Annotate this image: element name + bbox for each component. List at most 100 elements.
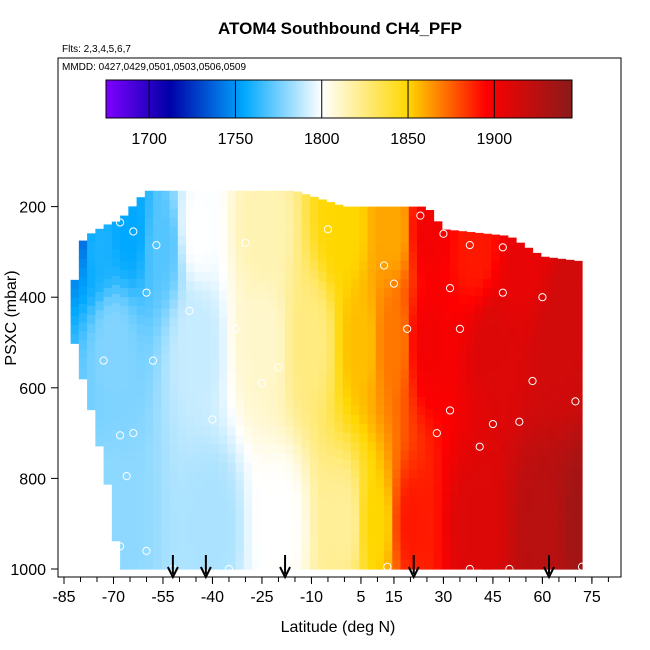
- heatmap-cell: [219, 217, 228, 228]
- heatmap-cell: [309, 305, 319, 316]
- heatmap-cell: [384, 242, 393, 253]
- heatmap-cell: [260, 553, 270, 563]
- heatmap-cell: [301, 493, 311, 503]
- heatmap-cell: [516, 315, 525, 325]
- heatmap-cell: [103, 478, 113, 485]
- heatmap-cell: [466, 521, 476, 532]
- heatmap-cell: [202, 199, 212, 210]
- heatmap-cell: [507, 554, 517, 565]
- heatmap-cell: [557, 258, 567, 269]
- heatmap-cell: [326, 519, 336, 529]
- heatmap-cell: [103, 287, 113, 298]
- heatmap-cell: [326, 555, 336, 566]
- heatmap-cell: [243, 299, 253, 310]
- heatmap-cell: [334, 440, 344, 450]
- heatmap-cell: [466, 241, 476, 251]
- heatmap-cell: [342, 514, 352, 525]
- heatmap-cell: [293, 291, 303, 301]
- heatmap-cell: [499, 434, 509, 445]
- heatmap-cell: [194, 335, 204, 346]
- heatmap-cell: [524, 347, 534, 358]
- heatmap-cell: [177, 290, 187, 301]
- heatmap-cell: [400, 360, 410, 371]
- heatmap-cell: [227, 525, 237, 536]
- heatmap-cell: [153, 516, 162, 527]
- heatmap-cell: [540, 519, 550, 530]
- heatmap-cell: [243, 507, 253, 518]
- heatmap-cell: [549, 529, 558, 540]
- heatmap-cell: [111, 384, 121, 395]
- heatmap-cell: [293, 427, 303, 437]
- heatmap-cell: [516, 478, 525, 488]
- heatmap-cell: [227, 553, 237, 563]
- heatmap-cell: [103, 242, 113, 253]
- heatmap-cell: [177, 362, 187, 373]
- heatmap-cell: [491, 497, 501, 507]
- heatmap-cell: [375, 306, 385, 316]
- heatmap-cell: [441, 338, 451, 348]
- heatmap-cell: [557, 440, 567, 450]
- heatmap-cell: [549, 384, 558, 395]
- heatmap-cell: [120, 550, 129, 561]
- heatmap-cell: [153, 390, 162, 400]
- heatmap-cell: [392, 451, 402, 461]
- heatmap-cell: [565, 549, 575, 560]
- heatmap-cell: [276, 516, 286, 527]
- heatmap-cell: [136, 487, 146, 497]
- heatmap-cell: [136, 305, 146, 316]
- heatmap-cell: [507, 273, 517, 284]
- heatmap-cell: [309, 532, 319, 542]
- heatmap-cell: [400, 351, 410, 362]
- heatmap-cell: [186, 489, 195, 500]
- heatmap-cell: [540, 365, 550, 376]
- heatmap-cell: [293, 526, 303, 537]
- heatmap-cell: [252, 190, 261, 201]
- heatmap-cell: [120, 279, 129, 289]
- heatmap-cell: [120, 360, 129, 371]
- heatmap-cell: [540, 501, 550, 512]
- heatmap-cell: [111, 230, 121, 241]
- heatmap-cell: [309, 196, 319, 207]
- heatmap-cell: [153, 553, 162, 563]
- x-tick-label: -55: [151, 589, 174, 606]
- heatmap-cell: [483, 351, 492, 362]
- heatmap-cell: [532, 452, 542, 462]
- heatmap-cell: [375, 550, 385, 561]
- heatmap-cell: [268, 326, 278, 337]
- heatmap-cell: [474, 287, 484, 297]
- heatmap-cell: [293, 227, 303, 238]
- heatmap-cell: [87, 378, 96, 388]
- heatmap-cell: [144, 453, 154, 464]
- heatmap-cell: [441, 528, 451, 539]
- heatmap-cell: [540, 274, 550, 285]
- heatmap-cell: [367, 433, 377, 443]
- heatmap-cell: [120, 333, 129, 344]
- heatmap-cell: [326, 528, 336, 538]
- heatmap-cell: [532, 388, 542, 399]
- heatmap-cell: [309, 441, 319, 452]
- heatmap-cell: [425, 481, 435, 492]
- heatmap-cell: [276, 435, 286, 446]
- heatmap-cell: [458, 466, 468, 477]
- heatmap-cell: [210, 299, 220, 310]
- heatmap-cell: [334, 485, 344, 496]
- heatmap-cell: [210, 444, 220, 455]
- heatmap-cell: [483, 478, 492, 489]
- heatmap-cell: [367, 478, 377, 489]
- heatmap-cell: [367, 514, 377, 525]
- heatmap-cell: [474, 251, 484, 261]
- heatmap-cell: [169, 199, 179, 210]
- heatmap-cell: [227, 489, 237, 500]
- heatmap-cell: [227, 435, 237, 446]
- heatmap-cell: [285, 489, 294, 500]
- heatmap-cell: [309, 396, 319, 406]
- heatmap-cell: [111, 348, 121, 359]
- heatmap-cell: [87, 251, 96, 262]
- heatmap-cell: [103, 278, 113, 289]
- heatmap-cell: [342, 550, 352, 561]
- heatmap-cell: [252, 371, 261, 382]
- heatmap-cell: [210, 199, 220, 210]
- heatmap-cell: [557, 548, 567, 559]
- heatmap-cell: [235, 471, 245, 482]
- heatmap-cell: [309, 541, 319, 551]
